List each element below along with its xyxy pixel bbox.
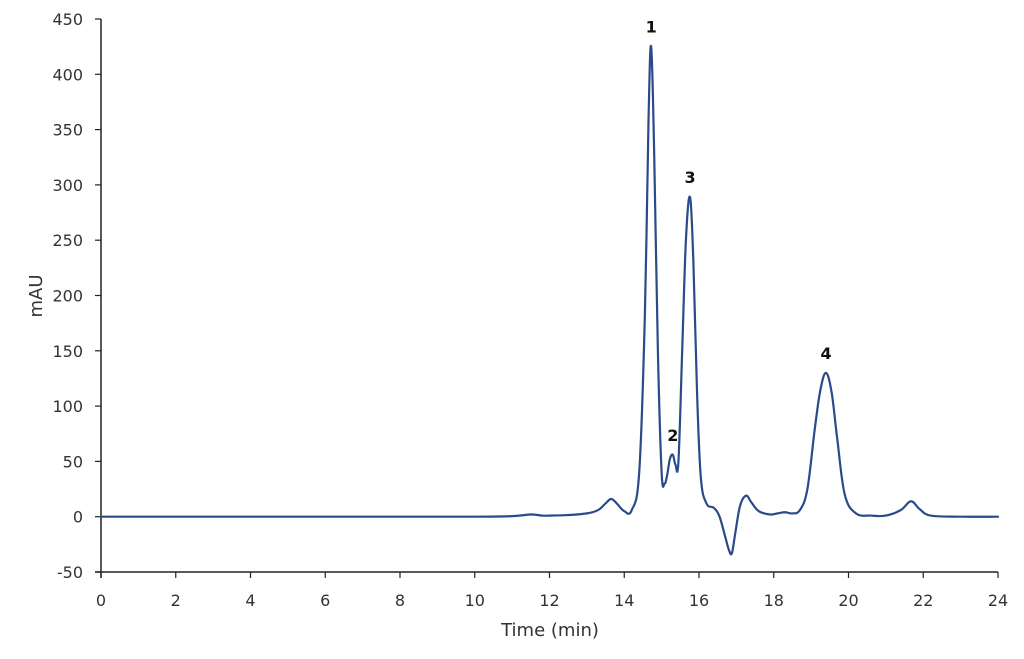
x-tick-label: 2 xyxy=(171,591,181,610)
x-tick-label: 6 xyxy=(320,591,330,610)
x-tick-label: 16 xyxy=(689,591,709,610)
peak-label-3: 3 xyxy=(684,168,695,187)
x-tick-label: 20 xyxy=(838,591,858,610)
x-tick-label: 22 xyxy=(913,591,933,610)
y-tick-label: 0 xyxy=(73,508,83,527)
x-tick-label: 12 xyxy=(539,591,559,610)
y-tick-label: -50 xyxy=(57,563,83,582)
x-tick-label: 14 xyxy=(614,591,634,610)
y-tick-label: 150 xyxy=(52,342,83,361)
y-tick-label: 400 xyxy=(52,65,83,84)
peak-label-2: 2 xyxy=(667,426,678,445)
x-tick-label: 8 xyxy=(395,591,405,610)
y-tick-label: 250 xyxy=(52,231,83,250)
x-tick-label: 0 xyxy=(96,591,106,610)
y-tick-label: 300 xyxy=(52,176,83,195)
x-tick-label: 4 xyxy=(245,591,255,610)
chromatogram-trace xyxy=(99,44,1000,556)
y-tick-label: 350 xyxy=(52,121,83,140)
x-tick-label: 24 xyxy=(988,591,1008,610)
x-tick-label: 18 xyxy=(764,591,784,610)
y-tick-label: 200 xyxy=(52,287,83,306)
x-tick-label: 10 xyxy=(465,591,485,610)
x-axis-title: Time (min) xyxy=(500,620,599,641)
x-axis: 0 2 4 6 8 10 12 14 16 18 20 22 24 xyxy=(95,571,1008,610)
y-tick-label: 50 xyxy=(63,452,83,471)
y-axis: -50 0 50 100 150 200 250 300 350 400 450 xyxy=(52,10,102,582)
peak-labels: 1 2 3 4 xyxy=(646,18,832,445)
peak-label-1: 1 xyxy=(646,18,657,37)
y-tick-label: 100 xyxy=(52,397,83,416)
y-tick-label: 450 xyxy=(52,10,83,29)
y-axis-title: mAU xyxy=(26,274,47,317)
peak-label-4: 4 xyxy=(821,344,832,363)
